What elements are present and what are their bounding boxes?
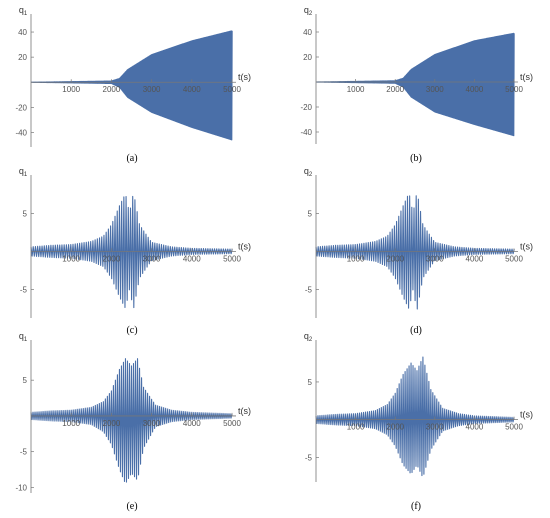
x-tick-label: 1000 xyxy=(62,419,80,428)
x-tick-label: 4000 xyxy=(466,423,484,432)
y-axis-label: q2 xyxy=(304,166,313,178)
x-tick-label: 2000 xyxy=(103,419,121,428)
x-tick-label: 1000 xyxy=(62,85,80,94)
y-tick-label: -5 xyxy=(20,448,28,457)
y-axis-label: q2 xyxy=(304,5,313,17)
x-tick-label: 1000 xyxy=(347,85,365,94)
y-tick-label: -5 xyxy=(20,285,28,294)
y-tick-label: 40 xyxy=(303,28,312,37)
x-tick-label: 5000 xyxy=(505,254,523,263)
x-tick-label: 4000 xyxy=(466,254,484,263)
series-line xyxy=(315,195,515,310)
x-tick-label: 5000 xyxy=(223,254,241,263)
panel-caption: (a) xyxy=(126,153,137,164)
y-tick-label: 5 xyxy=(23,209,28,218)
x-axis-label: t(s) xyxy=(238,406,251,416)
x-tick-label: 4000 xyxy=(183,85,201,94)
x-tick-label: 1000 xyxy=(62,254,80,263)
x-axis-label: t(s) xyxy=(238,72,251,82)
panel-caption: (b) xyxy=(410,153,422,164)
x-tick-label: 2000 xyxy=(386,254,404,263)
y-tick-label: -5 xyxy=(305,285,313,294)
x-tick-label: 2000 xyxy=(103,254,121,263)
x-axis-label: t(s) xyxy=(520,410,533,420)
x-tick-label: 5000 xyxy=(505,423,523,432)
y-axis-label: q2 xyxy=(304,331,313,343)
panel-b: 1000 2000 3000 4000 5000 -40 -20 20 40 t(s) q2 (b) xyxy=(300,5,533,164)
y-axis-label: q1 xyxy=(19,331,28,343)
x-tick-label: 1000 xyxy=(347,254,365,263)
y-tick-label: 20 xyxy=(18,53,27,62)
panel-f: 1000 2000 3000 4000 5000 -5 5 t(s) q2 (f) xyxy=(304,331,533,512)
x-axis-label: t(s) xyxy=(238,241,251,251)
panel-a: 1000 2000 3000 4000 5000 -40 -20 20 40 t(s) q1 (a) xyxy=(15,5,251,164)
x-tick-label: 3000 xyxy=(143,419,161,428)
x-tick-label: 4000 xyxy=(466,85,484,94)
y-tick-label: 5 xyxy=(308,378,313,387)
x-tick-label: 2000 xyxy=(386,85,404,94)
x-tick-label: 2000 xyxy=(103,85,121,94)
panel-e: 1000 2000 3000 4000 5000 -10 -5 5 t(s) q1 (e) xyxy=(15,331,251,512)
y-tick-label: 40 xyxy=(18,28,27,37)
series-line xyxy=(30,30,233,141)
y-tick-label: -20 xyxy=(300,103,312,112)
y-tick-label: 5 xyxy=(308,209,313,218)
series-line xyxy=(30,195,233,309)
y-tick-label: -40 xyxy=(300,128,312,137)
y-axis-label: q1 xyxy=(19,166,28,178)
panel-d: 1000 2000 3000 4000 5000 -5 5 t(s) q2 (d) xyxy=(304,166,533,336)
panel-caption: (e) xyxy=(126,501,137,512)
x-tick-label: 3000 xyxy=(426,85,444,94)
y-tick-label: 5 xyxy=(23,376,28,385)
y-axis-label: q1 xyxy=(19,5,28,17)
x-tick-label: 1000 xyxy=(347,423,365,432)
x-tick-label: 4000 xyxy=(183,254,201,263)
x-tick-label: 3000 xyxy=(143,254,161,263)
y-tick-label: -20 xyxy=(15,103,27,112)
panel-caption: (c) xyxy=(126,325,137,336)
x-tick-label: 3000 xyxy=(426,254,444,263)
x-tick-label: 3000 xyxy=(426,423,444,432)
x-tick-label: 5000 xyxy=(223,85,241,94)
series-line xyxy=(315,356,515,477)
x-axis-label: t(s) xyxy=(520,72,533,82)
y-tick-label: -10 xyxy=(15,483,27,492)
panel-caption: (d) xyxy=(410,325,422,336)
y-tick-label: 20 xyxy=(303,53,312,62)
x-tick-label: 2000 xyxy=(386,423,404,432)
panel-caption: (f) xyxy=(411,501,421,512)
x-axis-label: t(s) xyxy=(520,241,533,251)
y-tick-label: -5 xyxy=(305,453,313,462)
y-tick-label: -40 xyxy=(15,128,27,137)
series-line xyxy=(30,358,233,483)
x-tick-label: 5000 xyxy=(505,85,523,94)
x-tick-label: 4000 xyxy=(183,419,201,428)
x-tick-label: 5000 xyxy=(223,419,241,428)
panel-c: 1000 2000 3000 4000 5000 -5 5 t(s) q1 (c) xyxy=(19,166,251,336)
x-tick-label: 3000 xyxy=(143,85,161,94)
